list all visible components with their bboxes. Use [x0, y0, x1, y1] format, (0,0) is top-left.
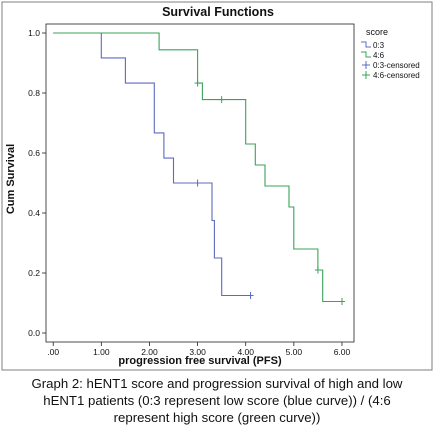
- axes-layer: 0.0 0.2 0.4 0.6 0.8 1.0 .00 1.00 2.00 3.00 4.00 5.0…: [28, 28, 350, 357]
- x-axis-label: progression free survival (PFS): [118, 355, 282, 367]
- x-tick-label: 6.00: [334, 347, 351, 357]
- legend-label: 4:6-censored: [373, 71, 420, 80]
- caption-line-1: Graph 2: hENT1 score and progression sur…: [31, 376, 403, 391]
- series-line-1: [53, 32, 251, 297]
- legend-label: 4:6: [373, 51, 385, 60]
- legend-label: 0:3-censored: [373, 61, 420, 70]
- series-line-2: [53, 32, 342, 303]
- survival-chart: Survival Functions 0.0 0.2 0.4 0.6 0.8 1.0 .00…: [1, 1, 433, 371]
- x-tick-label: 4.00: [237, 347, 254, 357]
- legend-title: score: [366, 27, 388, 37]
- censor-mark-2: [194, 79, 201, 87]
- legend-item-2: 4:6: [361, 51, 385, 60]
- legend-label: 0:3: [373, 41, 385, 50]
- censor-mark-1: [247, 292, 254, 299]
- chart-title: Survival Functions: [162, 5, 274, 19]
- censor-layer: [194, 79, 345, 305]
- y-axis-label: Cum Survival: [5, 144, 17, 214]
- y-tick-label: 0.0: [28, 328, 40, 338]
- series-layer: [53, 32, 342, 303]
- censor-mark-2: [314, 266, 321, 274]
- caption-line-3: represent high score (green curve)): [113, 410, 321, 425]
- x-tick-label: .00: [47, 347, 59, 357]
- legend-swatch: [361, 51, 371, 58]
- x-tick-label: 5.00: [286, 347, 303, 357]
- legend-item-3: 0:3-censored: [362, 61, 420, 70]
- censor-mark-2: [218, 96, 225, 104]
- legend-swatch: [361, 41, 371, 48]
- figure-caption: Graph 2: hENT1 score and progression sur…: [4, 375, 430, 426]
- legend-item-1: 0:3: [361, 41, 385, 50]
- x-tick-label: 1.00: [93, 347, 110, 357]
- y-tick-label: 0.8: [28, 88, 40, 98]
- y-tick-label: 0.4: [28, 208, 40, 218]
- y-tick-label: 0.2: [28, 268, 40, 278]
- y-tick-label: 1.0: [28, 28, 40, 38]
- x-tick-label: 3.00: [189, 347, 206, 357]
- censor-mark-1: [194, 179, 201, 187]
- y-tick-label: 0.6: [28, 148, 40, 158]
- x-tick-label: 2.00: [141, 347, 158, 357]
- censor-mark-2: [338, 298, 345, 305]
- legend-item-4: 4:6-censored: [362, 71, 420, 80]
- caption-line-2: hENT1 patients (0:3 represent low score …: [43, 393, 391, 408]
